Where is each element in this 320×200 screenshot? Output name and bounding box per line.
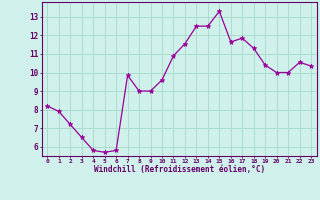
X-axis label: Windchill (Refroidissement éolien,°C): Windchill (Refroidissement éolien,°C) (94, 165, 265, 174)
